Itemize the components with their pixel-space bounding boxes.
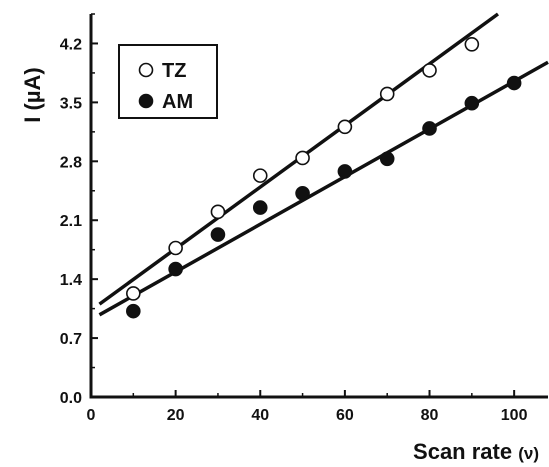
y-tick-label-0.7: 0.7	[60, 331, 82, 348]
y-tick-label-0.0: 0.0	[60, 390, 82, 407]
data-points-group	[126, 37, 522, 319]
point-tz-20	[168, 240, 183, 256]
x-axis-unit: (ν)	[518, 444, 539, 463]
y-tick-label-3.5: 3.5	[60, 95, 82, 112]
point-am-50	[295, 185, 310, 201]
x-axis-title-text: Scan rate	[413, 439, 512, 464]
point-tz-30	[210, 204, 226, 220]
legend-box	[118, 44, 218, 119]
x-tick-label-20: 20	[167, 407, 185, 424]
x-tick-label-60: 60	[336, 407, 354, 424]
legend-label-am: AM	[162, 91, 193, 113]
point-am-10	[126, 303, 141, 319]
y-tick-label-1.4: 1.4	[60, 272, 82, 289]
legend-marker-tz	[138, 62, 154, 78]
y-axis-title: I (µA)	[20, 67, 45, 122]
point-tz-10	[126, 286, 141, 301]
y-tick-label-4.2: 4.2	[60, 36, 82, 53]
x-tick-label-80: 80	[421, 407, 439, 424]
legend: TZ AM	[118, 44, 218, 119]
x-tick-label-0: 0	[87, 407, 96, 424]
legend-label-tz: TZ	[162, 60, 186, 82]
x-axis-title: Scan rate (ν)	[413, 439, 539, 464]
point-tz-90	[464, 37, 480, 52]
point-am-40	[252, 200, 268, 215]
y-tick-label-2.8: 2.8	[60, 154, 82, 171]
x-tick-label-40: 40	[251, 407, 269, 424]
point-tz-40	[252, 168, 268, 183]
point-tz-70	[379, 86, 395, 102]
point-tz-50	[295, 150, 310, 166]
legend-marker-am	[138, 93, 154, 109]
point-am-100	[506, 75, 522, 91]
point-am-90	[464, 95, 480, 111]
point-am-60	[337, 164, 353, 179]
y-tick-label-2.1: 2.1	[60, 213, 82, 230]
ticks-group: 0 20 40 60 80 100 0.0 0.7 1.4 2.1 2.8 3.5 4.2	[60, 13, 528, 424]
point-tz-60	[337, 119, 353, 135]
point-am-70	[379, 151, 395, 167]
x-tick-label-100: 100	[501, 407, 528, 424]
point-am-20	[168, 261, 183, 277]
point-am-30	[210, 227, 226, 242]
point-tz-80	[422, 63, 437, 78]
point-am-80	[422, 121, 437, 136]
